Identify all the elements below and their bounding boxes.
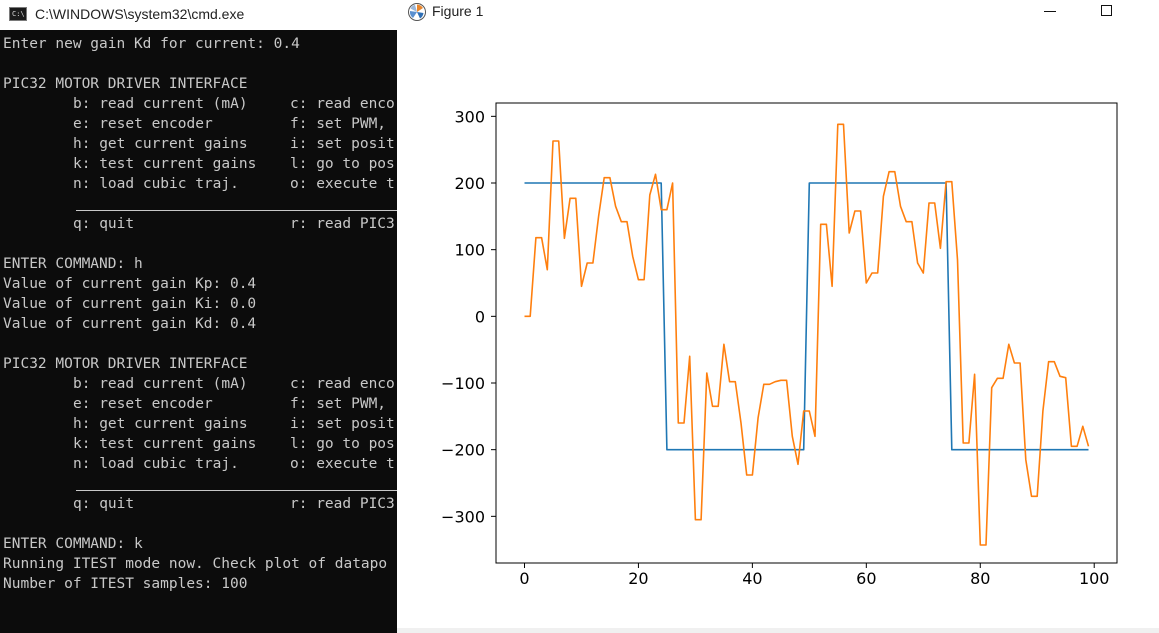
- console-line: Value of current gain Kd: 0.4: [3, 316, 257, 332]
- cmd-window-title: C:\WINDOWS\system32\cmd.exe: [35, 6, 245, 22]
- menu-option: b: read current (mA): [73, 376, 248, 392]
- plot-canvas[interactable]: 0 20 40 60 80 100 300 200 100 0 −100 −200 −300: [397, 30, 1159, 628]
- figure-bottom-border: [397, 628, 1159, 633]
- x-tick-label: 20: [628, 569, 648, 588]
- console-line: Enter new gain Kd for current: 0.4: [3, 36, 300, 52]
- console-line: [3, 334, 397, 354]
- console-line: PIC32 MOTOR DRIVER INTERFACE: [3, 76, 248, 92]
- menu-divider: [76, 490, 397, 491]
- menu-option: q: quit: [73, 496, 135, 512]
- figure-titlebar[interactable]: Figure 1: [397, 0, 1159, 30]
- menu-option: i: set posit: [290, 416, 395, 432]
- menu-option: o: execute t: [290, 176, 395, 192]
- console-line: h: get current gains i: set posit: [3, 134, 397, 154]
- y-tick-label: 100: [454, 241, 485, 260]
- matplotlib-icon: [408, 3, 426, 21]
- menu-option: i: set posit: [290, 136, 395, 152]
- y-tick-label: −200: [441, 441, 485, 460]
- x-tick-label: 80: [970, 569, 990, 588]
- x-tick-label: 60: [856, 569, 876, 588]
- menu-option: b: read current (mA): [73, 96, 248, 112]
- x-tick-label: 100: [1079, 569, 1110, 588]
- menu-option: k: test current gains: [73, 156, 257, 172]
- menu-option: l: go to pos: [290, 156, 395, 172]
- maximize-button[interactable]: [1083, 0, 1129, 24]
- menu-option: n: load cubic traj.: [73, 456, 239, 472]
- console-line: PIC32 MOTOR DRIVER INTERFACE: [3, 356, 248, 372]
- menu-option: q: quit: [73, 216, 135, 232]
- y-tick-label: −100: [441, 374, 485, 393]
- menu-option: h: get current gains: [73, 136, 248, 152]
- y-tick-label: 300: [454, 107, 485, 126]
- menu-option: e: reset encoder: [73, 396, 213, 412]
- console-line: [3, 194, 397, 214]
- menu-option: c: read enco: [290, 96, 395, 112]
- console-line: q: quit r: read PIC3: [3, 214, 397, 234]
- console-line: ENTER COMMAND: h: [3, 256, 143, 272]
- x-tick-label: 0: [519, 569, 529, 588]
- figure-window[interactable]: Figure 1 0 20 40 60 80 100 300 200 100 0 −100 −200 −…: [397, 0, 1159, 633]
- console-line: b: read current (mA) c: read enco: [3, 374, 397, 394]
- series-line-1: [524, 123, 1090, 546]
- console-line: Value of current gain Kp: 0.4: [3, 276, 257, 292]
- console-line: Value of current gain Ki: 0.0: [3, 296, 257, 312]
- menu-option: k: test current gains: [73, 436, 257, 452]
- maximize-icon: [1101, 5, 1112, 16]
- x-tick-label: 40: [742, 569, 762, 588]
- console-line: [3, 474, 397, 494]
- menu-option: f: set PWM,: [290, 116, 387, 132]
- console-line: n: load cubic traj. o: execute t: [3, 454, 397, 474]
- y-tick-label: 200: [454, 174, 485, 193]
- minimize-icon: [1044, 11, 1056, 12]
- menu-option: n: load cubic traj.: [73, 176, 239, 192]
- figure-title: Figure 1: [432, 3, 484, 19]
- console-line: Number of ITEST samples: 100: [3, 576, 248, 592]
- menu-option: o: execute t: [290, 456, 395, 472]
- series-line-0: [524, 182, 1089, 451]
- cmd-window[interactable]: C:\ C:\WINDOWS\system32\cmd.exe Enter ne…: [0, 0, 397, 633]
- console-line: h: get current gains i: set posit: [3, 414, 397, 434]
- console-line: ENTER COMMAND: k: [3, 536, 143, 552]
- menu-option: e: reset encoder: [73, 116, 213, 132]
- y-tick-label: −300: [441, 507, 485, 526]
- console-line: [3, 514, 397, 534]
- console-line: e: reset encoder f: set PWM,: [3, 394, 397, 414]
- console-line: [3, 54, 397, 74]
- menu-option: l: go to pos: [290, 436, 395, 452]
- console-line: n: load cubic traj. o: execute t: [3, 174, 397, 194]
- menu-option: f: set PWM,: [290, 396, 387, 412]
- menu-option: r: read PIC3: [290, 216, 395, 232]
- console-line: e: reset encoder f: set PWM,: [3, 114, 397, 134]
- cmd-icon-text: C:\: [12, 10, 25, 18]
- menu-option: h: get current gains: [73, 416, 248, 432]
- console-line: q: quit r: read PIC3: [3, 494, 397, 514]
- y-tick-label: 0: [475, 307, 485, 326]
- cmd-titlebar[interactable]: C:\ C:\WINDOWS\system32\cmd.exe: [0, 0, 397, 30]
- console-line: b: read current (mA) c: read enco: [3, 94, 397, 114]
- cmd-output[interactable]: Enter new gain Kd for current: 0.4 PIC32 …: [3, 34, 397, 594]
- console-line: [3, 234, 397, 254]
- cmd-icon: C:\: [9, 7, 27, 21]
- menu-option: r: read PIC3: [290, 496, 395, 512]
- console-line: k: test current gains l: go to pos: [3, 154, 397, 174]
- minimize-button[interactable]: [1027, 0, 1073, 24]
- console-line: k: test current gains l: go to pos: [3, 434, 397, 454]
- console-line: Running ITEST mode now. Check plot of da…: [3, 556, 388, 572]
- menu-divider: [76, 210, 397, 211]
- menu-option: c: read enco: [290, 376, 395, 392]
- axes-frame: [495, 102, 1118, 564]
